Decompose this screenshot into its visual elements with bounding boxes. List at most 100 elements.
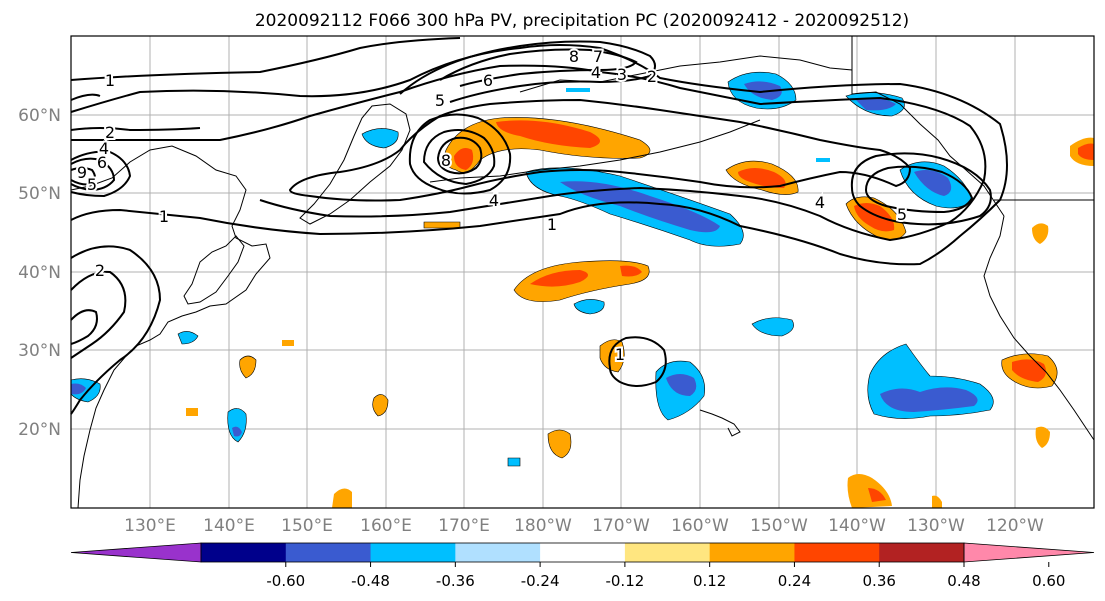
longitude-label: 170°E — [438, 516, 490, 536]
colorbar-extend-low — [70, 542, 202, 563]
pv-contour — [70, 309, 98, 345]
coast-kamchatka — [299, 103, 411, 225]
precip-blob — [1035, 426, 1050, 448]
precip-blob — [423, 221, 461, 229]
colorbar-swatch — [201, 543, 287, 562]
precip-blob — [282, 340, 294, 346]
contour-labels: 1 2 4 6 5 8 7 4 3 2 6 5 4 1 1 2 4 5 1 8 … — [75, 45, 909, 366]
precip-blob — [880, 387, 978, 412]
pv-contour — [70, 37, 461, 81]
precip-blob — [566, 88, 590, 92]
precip-blob — [1032, 223, 1049, 244]
precip-blob — [1078, 143, 1094, 160]
latitude-label: 20°N — [18, 420, 61, 440]
colorbar: -0.60 -0.48 -0.36 -0.24 -0.12 0.12 0.24 0.36 0.4… — [70, 542, 1095, 590]
longitude-label: 130°W — [907, 516, 965, 536]
pv-contour — [70, 157, 116, 192]
colorbar-outline — [200, 542, 965, 563]
contour-label: 4 — [591, 63, 601, 82]
contour-label: 1 — [547, 215, 557, 234]
precip-blob — [227, 408, 247, 443]
hawaii-islands — [699, 409, 741, 437]
precip-blob — [496, 120, 600, 148]
colorbar-swatch — [624, 543, 711, 562]
precip-blob — [530, 270, 588, 287]
contour-label: 9 — [77, 163, 87, 182]
contour-label: 5 — [435, 91, 445, 110]
colorbar-swatch — [285, 543, 372, 562]
pv-contour — [70, 150, 132, 198]
precip-blob — [372, 394, 389, 417]
latitude-label: 30°N — [18, 341, 61, 361]
latitude-label: 50°N — [18, 184, 61, 204]
longitude-label: 140°W — [828, 516, 886, 536]
pv-contour — [70, 245, 162, 415]
map-frame — [70, 35, 1095, 509]
longitude-label: 120°W — [986, 516, 1044, 536]
precip-blob — [620, 265, 642, 277]
colorbar-swatch — [794, 543, 880, 562]
colorbar-swatch — [455, 543, 541, 562]
pv-contour — [70, 270, 127, 359]
precip-blob — [914, 170, 952, 196]
colorbar-swatch — [540, 543, 626, 562]
pv-contour — [439, 48, 638, 87]
longitude-label: 180°W — [514, 516, 572, 536]
precip-blob — [599, 339, 625, 373]
precip-blob — [186, 408, 198, 416]
pv-contour — [70, 167, 96, 186]
longitude-label: 130°E — [124, 516, 176, 536]
longitude-label: 140°E — [203, 516, 255, 536]
precip-blob — [560, 181, 720, 233]
colorbar-tick-label: 0.24 — [778, 572, 811, 590]
precip-blob — [332, 488, 352, 508]
precip-blob — [361, 128, 399, 149]
coast-north-america — [983, 215, 1095, 441]
contour-label: 7 — [593, 47, 603, 66]
pv-contour — [399, 40, 656, 103]
pv-contour — [70, 127, 201, 132]
contour-label: 1 — [105, 71, 115, 90]
precip-blob — [751, 317, 794, 337]
figure-title: 2020092112 F066 300 hPa PV, precipitatio… — [255, 11, 909, 31]
pv-contour — [408, 113, 512, 195]
colorbar-tick-label: 0.12 — [693, 572, 726, 590]
coast-aleutians — [429, 119, 761, 183]
contour-label: 2 — [647, 67, 657, 86]
precip-blob — [239, 355, 257, 379]
colorbar-swatch — [709, 543, 795, 562]
contour-label: 6 — [97, 153, 107, 172]
latitude-labels: 60°N 50°N 40°N 30°N 20°N — [18, 106, 61, 440]
colorbar-swatch — [370, 543, 456, 562]
pv-contour — [422, 129, 496, 186]
colorbar-tick-label: -0.24 — [521, 572, 560, 590]
precip-blob — [71, 383, 86, 395]
precip-blob — [932, 495, 942, 508]
longitude-labels: 130°E 140°E 150°E 160°E 170°E 180°W 170°W 160°W… — [124, 516, 1044, 536]
precip-blob — [547, 429, 572, 459]
pv-contour — [608, 336, 667, 387]
pv-contour — [71, 64, 987, 242]
precip-blob — [738, 168, 786, 188]
pv-contour — [288, 98, 912, 202]
latitude-label: 60°N — [18, 106, 61, 126]
colorbar-tick-label: 0.60 — [1032, 572, 1065, 590]
contour-label: 8 — [441, 151, 451, 170]
contour-label: 2 — [95, 261, 105, 280]
colorbar-tick-label: -0.36 — [436, 572, 475, 590]
pv-contour — [436, 136, 483, 175]
pv-contour — [70, 93, 101, 101]
longitude-label: 150°E — [281, 516, 333, 536]
precip-blob — [1012, 359, 1046, 382]
contour-label: 4 — [489, 191, 499, 210]
pv-contours — [70, 37, 1008, 415]
contour-label: 3 — [617, 65, 627, 84]
longitude-label: 160°E — [360, 516, 412, 536]
precip-blob — [816, 158, 830, 162]
colorbar-tick-label: -0.60 — [266, 572, 305, 590]
longitude-label: 170°W — [592, 516, 650, 536]
precip-blob — [232, 426, 242, 437]
coast-asia — [70, 145, 271, 509]
contour-label: 8 — [569, 47, 579, 66]
